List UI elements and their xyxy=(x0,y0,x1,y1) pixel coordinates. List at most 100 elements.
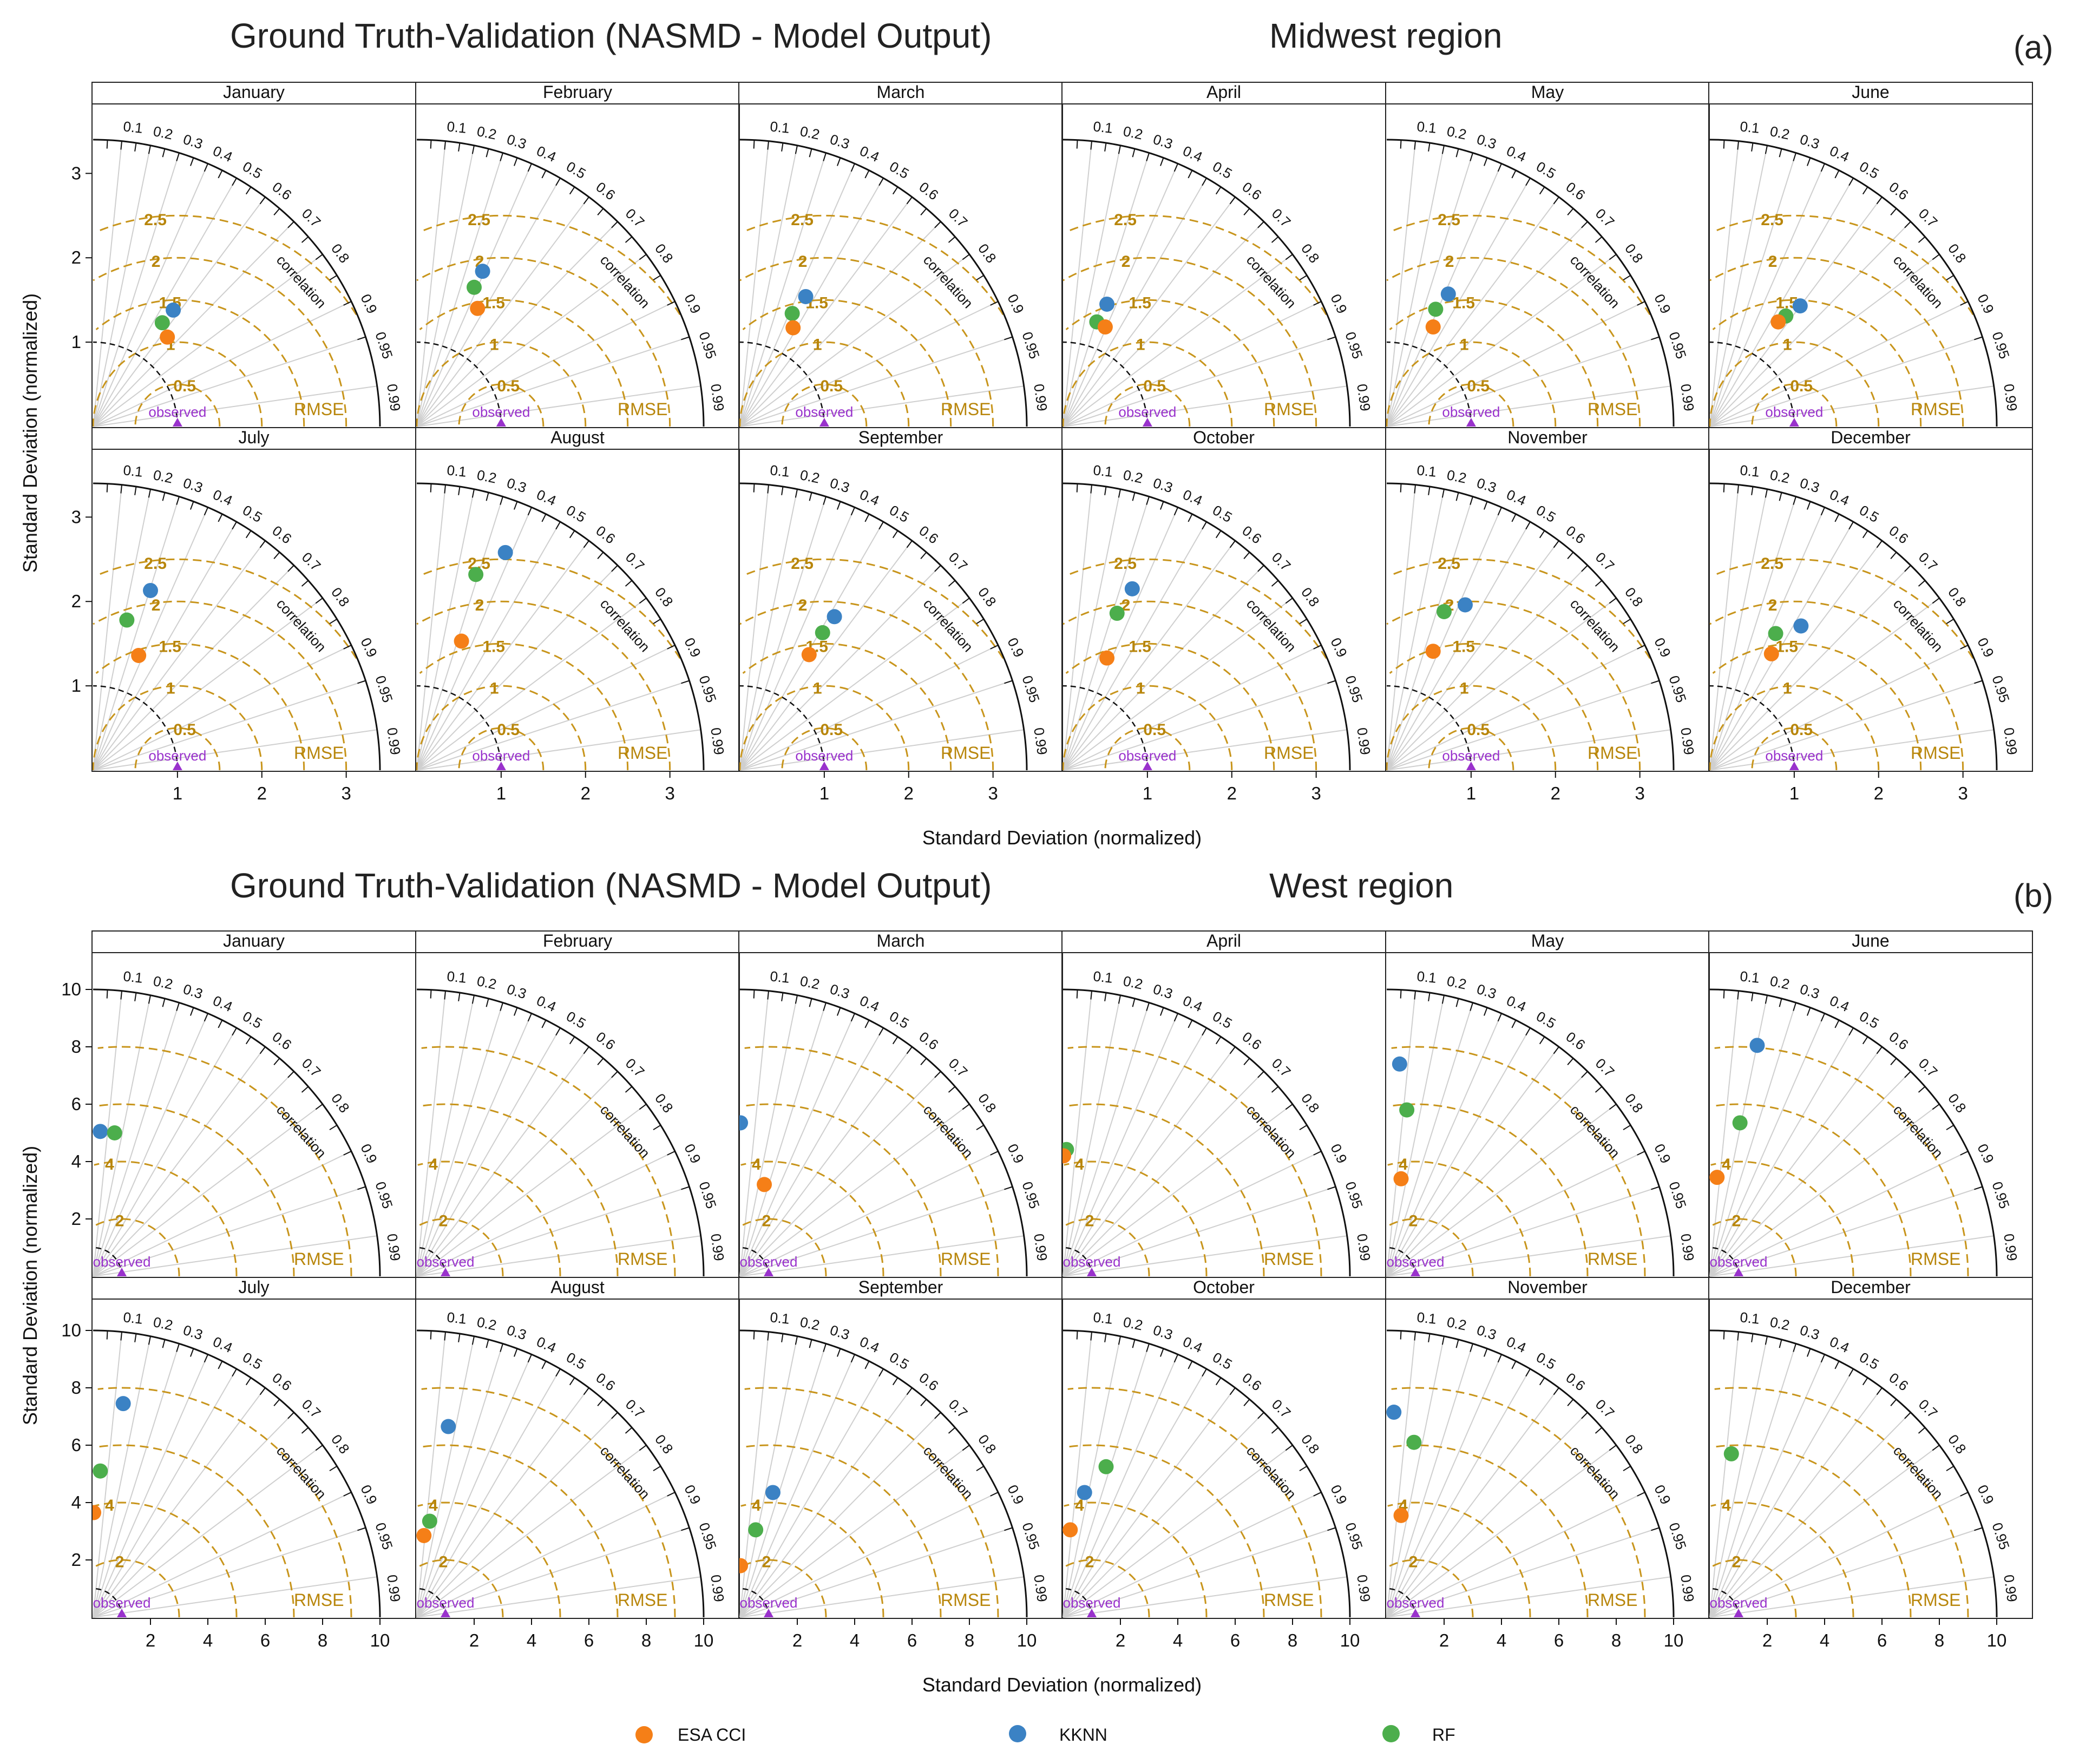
rmse-level-label: 4 xyxy=(1075,1497,1084,1514)
correlation-tick xyxy=(1146,153,1150,161)
correlation-tick xyxy=(850,1013,855,1022)
x-tick-label: 4 xyxy=(527,1630,536,1650)
point-esa-cci xyxy=(739,1558,749,1573)
point-kknn xyxy=(475,264,490,279)
correlation-ray xyxy=(1709,336,1983,427)
rmse-arc xyxy=(93,685,263,771)
correlation-ray xyxy=(1386,1151,1645,1277)
correlation-tick xyxy=(681,336,690,340)
point-rf xyxy=(119,612,135,628)
rmse-arc xyxy=(1386,685,1557,771)
correlation-ray xyxy=(1709,507,1825,771)
correlation-ray xyxy=(416,1002,503,1277)
correlation-label: 0.3 xyxy=(1475,475,1498,496)
y-tick-label: 3 xyxy=(71,507,81,527)
rmse-arc xyxy=(1063,600,1317,771)
correlation-tick xyxy=(541,1361,547,1369)
correlation-word: correlation xyxy=(273,252,330,311)
correlation-ray xyxy=(1386,1186,1660,1277)
correlation-ray xyxy=(739,1412,941,1618)
observed-marker xyxy=(1466,762,1476,770)
correlation-tick xyxy=(864,1361,870,1369)
correlation-label: 0.6 xyxy=(593,1028,619,1053)
rmse-level-label: 1 xyxy=(1460,336,1469,353)
correlation-label: 0.9 xyxy=(1651,635,1674,660)
correlation-ray xyxy=(1386,1104,1617,1277)
panel-frame xyxy=(1708,103,2033,428)
correlation-label: 0.99 xyxy=(1031,1573,1051,1603)
observed-label: observed xyxy=(93,1254,151,1270)
correlation-tick xyxy=(681,1186,690,1190)
rmse-level-label: 0.5 xyxy=(1467,721,1490,739)
correlation-tick xyxy=(315,254,323,260)
correlation-tick xyxy=(1285,598,1293,604)
correlation-ray xyxy=(1063,1368,1207,1618)
x-tick-label: 3 xyxy=(988,783,998,803)
correlation-label: 0.8 xyxy=(1622,584,1647,609)
rmse-arc xyxy=(1392,214,1651,316)
correlation-label: 0.1 xyxy=(122,118,143,136)
point-esa-cci xyxy=(160,329,175,345)
point-esa-cci xyxy=(1393,1171,1409,1186)
rmse-arc xyxy=(1065,299,1275,427)
correlation-tick xyxy=(1299,1465,1308,1472)
correlation-label: 0.4 xyxy=(1827,1333,1852,1356)
correlation-tick xyxy=(569,530,575,539)
correlation-tick xyxy=(1229,196,1236,205)
correlation-ray xyxy=(416,1186,690,1277)
panel-frame xyxy=(1708,449,2033,772)
month-label: April xyxy=(1206,82,1241,102)
correlation-tick xyxy=(1946,1465,1955,1472)
rmse-arc xyxy=(421,1103,619,1277)
correlation-tick xyxy=(1637,1492,1645,1497)
correlation-label: 0.8 xyxy=(328,584,353,609)
month-strip xyxy=(91,82,416,104)
correlation-tick xyxy=(555,178,561,186)
correlation-label: 0.4 xyxy=(857,992,882,1015)
correlation-tick xyxy=(513,1007,518,1016)
outer-arc xyxy=(1709,139,1998,427)
correlation-ray xyxy=(1063,178,1207,427)
point-esa-cci xyxy=(757,1177,772,1192)
rmse-arc xyxy=(421,1387,676,1618)
correlation-tick xyxy=(1820,1013,1825,1022)
correlation-ray xyxy=(739,507,855,771)
correlation-tick xyxy=(301,580,309,587)
correlation-tick xyxy=(1862,1377,1868,1386)
correlation-ray xyxy=(93,521,237,771)
point-kknn xyxy=(1793,618,1809,634)
correlation-ray xyxy=(1063,507,1178,771)
x-tick-label: 10 xyxy=(370,1630,390,1650)
correlation-tick xyxy=(1455,1339,1459,1348)
correlation-label: 0.6 xyxy=(916,522,942,547)
rmse-level-label: 2 xyxy=(152,596,161,614)
correlation-tick xyxy=(1806,501,1811,510)
correlation-tick xyxy=(1806,1007,1811,1016)
correlation-ray xyxy=(739,484,769,771)
correlation-ray xyxy=(1709,221,1911,427)
correlation-ray xyxy=(1063,301,1322,427)
correlation-tick xyxy=(1637,645,1645,650)
rmse-level-label: 1 xyxy=(166,679,175,697)
rmse-level-label: 2 xyxy=(1445,253,1454,271)
correlation-label: 0.1 xyxy=(1416,462,1437,480)
rmse-word: RMSE xyxy=(1588,1249,1637,1269)
correlation-tick xyxy=(527,507,532,516)
x-tick-label: 8 xyxy=(1611,1630,1621,1650)
correlation-label: 0.95 xyxy=(1019,1520,1042,1551)
correlation-tick xyxy=(906,1387,913,1395)
correlation-ray xyxy=(1709,645,1969,771)
correlation-tick xyxy=(1960,1151,1969,1156)
correlation-ray xyxy=(1709,1013,1825,1277)
correlation-tick xyxy=(1076,483,1078,493)
correlation-tick xyxy=(148,1336,151,1345)
rmse-level-label: 4 xyxy=(1399,1156,1408,1173)
correlation-label: 0.7 xyxy=(1916,549,1941,574)
correlation-tick xyxy=(1651,336,1660,340)
outer-arc xyxy=(1386,988,1675,1277)
correlation-ray xyxy=(1386,1492,1645,1618)
correlation-label: 0.7 xyxy=(299,1055,324,1080)
